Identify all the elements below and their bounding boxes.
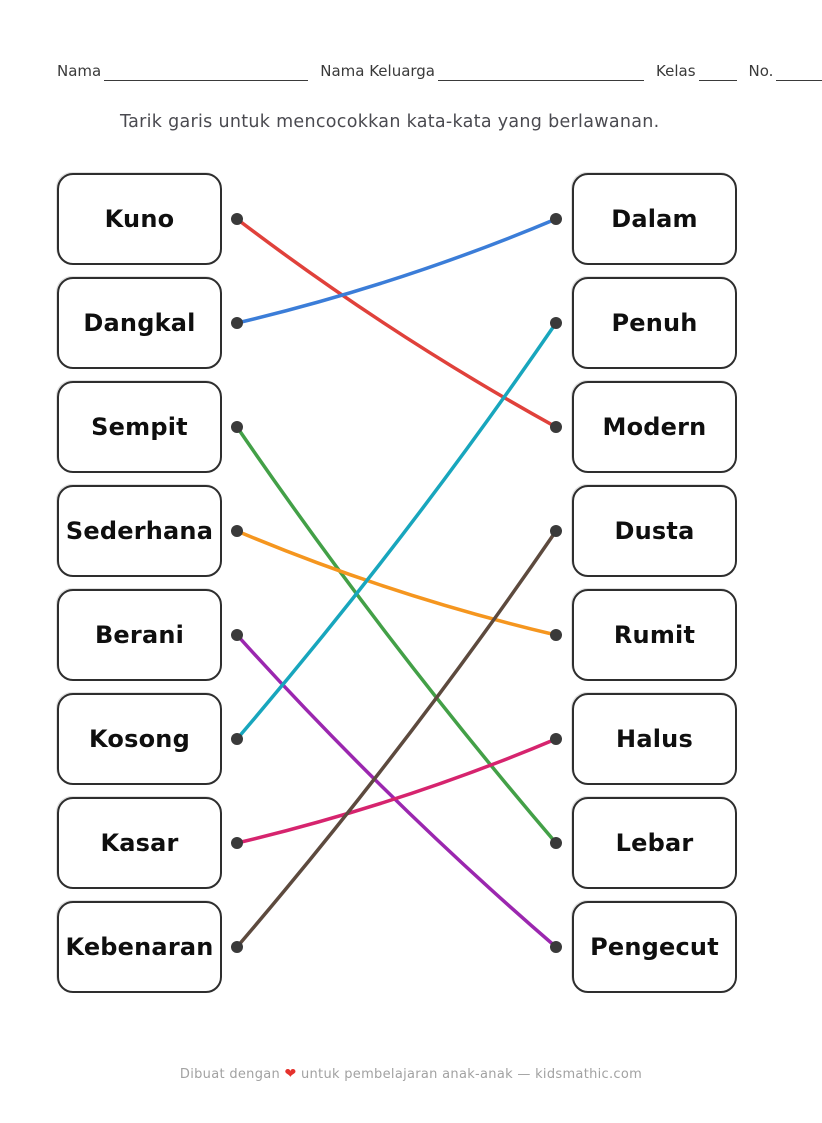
connection-line-sempit-lebar xyxy=(235,425,558,845)
word-box-left-kebenaran: Kebenaran xyxy=(57,901,222,993)
nama-keluarga-label: Nama Keluarga xyxy=(320,62,436,80)
footer-prefix: Dibuat dengan xyxy=(179,1067,281,1082)
word-label: Modern xyxy=(602,413,707,441)
word-box-left-dangkal: Dangkal xyxy=(57,277,222,369)
word-box-right-rumit: Rumit xyxy=(572,589,737,681)
word-label: Kasar xyxy=(100,829,179,857)
connector-dot-left-sederhana[interactable] xyxy=(231,525,243,537)
connection-line-berani-pengecut xyxy=(235,633,558,949)
word-box-left-berani: Berani xyxy=(57,589,222,681)
word-label: Rumit xyxy=(613,621,696,649)
footer-suffix: untuk pembelajaran anak-anak — kidsmathi… xyxy=(300,1067,643,1082)
word-label: Pengecut xyxy=(590,933,719,961)
word-box-right-penuh: Penuh xyxy=(572,277,737,369)
instruction-text: Tarik garis untuk mencocokkan kata-kata … xyxy=(120,112,660,132)
word-label: Kuno xyxy=(104,205,175,233)
word-box-right-lebar: Lebar xyxy=(572,797,737,889)
connector-dot-right-lebar[interactable] xyxy=(550,837,562,849)
connector-dot-left-kasar[interactable] xyxy=(231,837,243,849)
header: Nama Nama Keluarga Kelas No. xyxy=(57,62,822,81)
word-box-left-sederhana: Sederhana xyxy=(57,485,222,577)
word-label: Kosong xyxy=(89,725,190,753)
word-label: Halus xyxy=(616,725,693,753)
no-field-line xyxy=(776,65,822,81)
connector-dot-left-sempit[interactable] xyxy=(231,421,243,433)
word-box-left-kosong: Kosong xyxy=(57,693,222,785)
connector-dot-right-penuh[interactable] xyxy=(550,317,562,329)
connector-dot-right-dalam[interactable] xyxy=(550,213,562,225)
connector-dot-left-kosong[interactable] xyxy=(231,733,243,745)
nama-label: Nama xyxy=(57,62,102,80)
connector-dot-left-kebenaran[interactable] xyxy=(231,941,243,953)
word-label: Penuh xyxy=(611,309,698,337)
connector-dot-left-berani[interactable] xyxy=(231,629,243,641)
footer-credit: Dibuat dengan ❤ untuk pembelajaran anak-… xyxy=(0,1066,822,1082)
heart-icon: ❤ xyxy=(284,1066,297,1082)
connection-line-kosong-penuh xyxy=(235,321,558,741)
word-box-left-sempit: Sempit xyxy=(57,381,222,473)
kelas-field-line xyxy=(698,65,737,81)
word-label: Dusta xyxy=(614,517,695,545)
nama-field-line xyxy=(104,65,309,81)
connector-dot-right-rumit[interactable] xyxy=(550,629,562,641)
word-box-right-halus: Halus xyxy=(572,693,737,785)
connection-line-sederhana-rumit xyxy=(235,529,558,637)
right-word-column: Dalam Penuh Modern Dusta Rumit Halus Lebar Peng… xyxy=(572,173,737,993)
connection-line-dangkal-dalam xyxy=(235,217,558,325)
no-label: No. xyxy=(748,62,774,80)
connector-dot-right-modern[interactable] xyxy=(550,421,562,433)
connection-line-kuno-modern xyxy=(235,217,558,429)
word-label: Sederhana xyxy=(65,517,214,545)
word-label: Kebenaran xyxy=(65,933,214,961)
word-label: Dalam xyxy=(611,205,698,233)
connector-dot-right-dusta[interactable] xyxy=(550,525,562,537)
connector-dot-left-kuno[interactable] xyxy=(231,213,243,225)
word-label: Berani xyxy=(94,621,185,649)
connection-line-kasar-halus xyxy=(235,737,558,845)
connector-dot-left-dangkal[interactable] xyxy=(231,317,243,329)
word-label: Dangkal xyxy=(83,309,196,337)
word-label: Sempit xyxy=(91,413,188,441)
connector-dot-right-halus[interactable] xyxy=(550,733,562,745)
left-word-column: Kuno Dangkal Sempit Sederhana Berani Kosong Ka… xyxy=(57,173,222,993)
word-box-right-dusta: Dusta xyxy=(572,485,737,577)
nama-keluarga-field-line xyxy=(438,65,645,81)
word-box-right-pengecut: Pengecut xyxy=(572,901,737,993)
word-box-right-modern: Modern xyxy=(572,381,737,473)
word-label: Lebar xyxy=(615,829,694,857)
connection-line-kebenaran-dusta xyxy=(235,529,558,949)
word-box-left-kuno: Kuno xyxy=(57,173,222,265)
word-box-right-dalam: Dalam xyxy=(572,173,737,265)
word-box-left-kasar: Kasar xyxy=(57,797,222,889)
kelas-label: Kelas xyxy=(656,62,696,80)
connector-dot-right-pengecut[interactable] xyxy=(550,941,562,953)
